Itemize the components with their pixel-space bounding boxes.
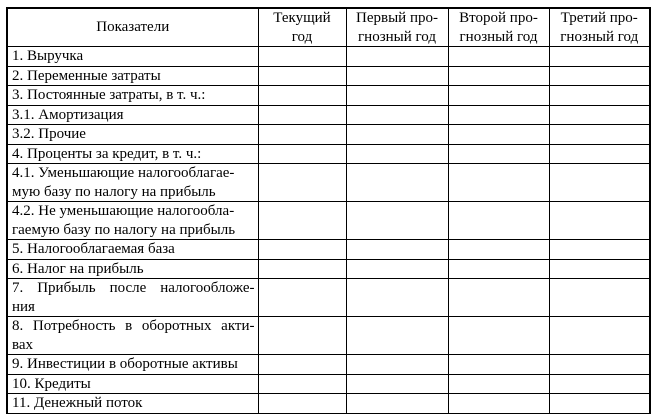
data-cell[interactable] (257, 393, 347, 414)
data-cell[interactable] (345, 124, 449, 145)
data-cell[interactable] (548, 124, 651, 145)
table-row-after-tax-profit: 7. Прибыль после налогообложе- ния (6, 278, 651, 317)
data-cell[interactable] (257, 201, 347, 240)
data-cell[interactable] (257, 258, 347, 279)
data-cell[interactable] (548, 65, 651, 86)
data-cell[interactable] (345, 373, 449, 394)
table-row-working-capital-need: 8. Потребность в оборотных акти- вах (6, 316, 651, 355)
data-cell[interactable] (447, 239, 550, 260)
row-label: 4.2. Не уменьшающие налогообла- гаемую б… (6, 201, 259, 240)
data-cell[interactable] (548, 373, 651, 394)
data-cell[interactable] (447, 124, 550, 145)
data-cell[interactable] (345, 201, 449, 240)
column-header-forecast-year-2: Второй про- гнозный год (447, 7, 550, 47)
table-row-cash-flow: 11. Денежный поток (6, 393, 651, 414)
row-label: 7. Прибыль после налогообложе- ния (6, 278, 259, 317)
data-cell[interactable] (548, 201, 651, 240)
data-cell[interactable] (447, 104, 550, 125)
data-cell[interactable] (345, 163, 449, 202)
column-header-indicators: Показатели (6, 7, 259, 47)
data-cell[interactable] (257, 354, 347, 375)
data-cell[interactable] (345, 143, 449, 164)
table-row-loan-interest: 4. Проценты за кредит, в т. ч.: (6, 143, 651, 164)
table-row-credits: 10. Кредиты (6, 373, 651, 394)
row-label: 4.1. Уменьшающие налогооблагае- мую базу… (6, 163, 259, 202)
table-row-profit-tax: 6. Налог на прибыль (6, 258, 651, 279)
data-cell[interactable] (548, 46, 651, 67)
data-cell[interactable] (345, 316, 449, 355)
financial-indicators-table: Показатели Текущий год Первый про- гнозн… (6, 7, 651, 414)
table-row-variable-costs: 2. Переменные затраты (6, 65, 651, 86)
data-cell[interactable] (257, 46, 347, 67)
data-cell[interactable] (447, 85, 550, 106)
data-cell[interactable] (345, 258, 449, 279)
data-cell[interactable] (257, 104, 347, 125)
data-cell[interactable] (345, 104, 449, 125)
data-cell[interactable] (548, 239, 651, 260)
data-cell[interactable] (447, 201, 550, 240)
data-cell[interactable] (345, 65, 449, 86)
row-label: 3.2. Прочие (6, 124, 259, 145)
data-cell[interactable] (447, 373, 550, 394)
column-header-current-year: Текущий год (257, 7, 347, 47)
data-cell[interactable] (447, 65, 550, 86)
data-cell[interactable] (447, 46, 550, 67)
row-label: 1. Выручка (6, 46, 259, 67)
data-cell[interactable] (548, 85, 651, 106)
data-cell[interactable] (447, 393, 550, 414)
data-cell[interactable] (548, 393, 651, 414)
data-cell[interactable] (548, 163, 651, 202)
row-label: 6. Налог на прибыль (6, 258, 259, 279)
data-cell[interactable] (548, 258, 651, 279)
row-label: 5. Налогооблагаемая база (6, 239, 259, 260)
table-row-taxable-base: 5. Налогооблагаемая база (6, 239, 651, 260)
row-label: 2. Переменные затраты (6, 65, 259, 86)
data-cell[interactable] (257, 373, 347, 394)
table-row-interest-deductible: 4.1. Уменьшающие налогооблагае- мую базу… (6, 163, 651, 202)
data-cell[interactable] (447, 278, 550, 317)
column-header-forecast-year-3: Третий про- гнозный год (548, 7, 651, 47)
row-label: 11. Денежный поток (6, 393, 259, 414)
data-cell[interactable] (447, 143, 550, 164)
data-cell[interactable] (345, 239, 449, 260)
table-row-working-capital-investment: 9. Инвестиции в оборотные активы (6, 354, 651, 375)
data-cell[interactable] (345, 393, 449, 414)
table-row-depreciation: 3.1. Амортизация (6, 104, 651, 125)
data-cell[interactable] (548, 316, 651, 355)
data-cell[interactable] (257, 65, 347, 86)
row-label: 8. Потребность в оборотных акти- вах (6, 316, 259, 355)
table-row-revenue: 1. Выручка (6, 46, 651, 67)
data-cell[interactable] (548, 354, 651, 375)
data-cell[interactable] (345, 354, 449, 375)
data-cell[interactable] (447, 316, 550, 355)
data-cell[interactable] (257, 163, 347, 202)
data-cell[interactable] (345, 278, 449, 317)
table-row-other-fixed: 3.2. Прочие (6, 124, 651, 145)
data-cell[interactable] (257, 143, 347, 164)
data-cell[interactable] (257, 124, 347, 145)
data-cell[interactable] (548, 143, 651, 164)
row-label: 3. Постоянные затраты, в т. ч.: (6, 85, 259, 106)
data-cell[interactable] (548, 104, 651, 125)
header-row: Показатели Текущий год Первый про- гнозн… (6, 7, 651, 47)
data-cell[interactable] (257, 316, 347, 355)
table-row-fixed-costs: 3. Постоянные затраты, в т. ч.: (6, 85, 651, 106)
data-cell[interactable] (345, 46, 449, 67)
row-label: 10. Кредиты (6, 373, 259, 394)
data-cell[interactable] (447, 354, 550, 375)
data-cell[interactable] (257, 278, 347, 317)
row-label: 4. Проценты за кредит, в т. ч.: (6, 143, 259, 164)
data-cell[interactable] (447, 163, 550, 202)
data-cell[interactable] (447, 258, 550, 279)
column-header-forecast-year-1: Первый про- гнозный год (345, 7, 449, 47)
row-label: 3.1. Амортизация (6, 104, 259, 125)
data-cell[interactable] (548, 278, 651, 317)
row-label: 9. Инвестиции в оборотные активы (6, 354, 259, 375)
table-row-interest-nondeductible: 4.2. Не уменьшающие налогообла- гаемую б… (6, 201, 651, 240)
data-cell[interactable] (345, 85, 449, 106)
data-cell[interactable] (257, 85, 347, 106)
data-cell[interactable] (257, 239, 347, 260)
column-header-label: Показатели (96, 19, 170, 36)
